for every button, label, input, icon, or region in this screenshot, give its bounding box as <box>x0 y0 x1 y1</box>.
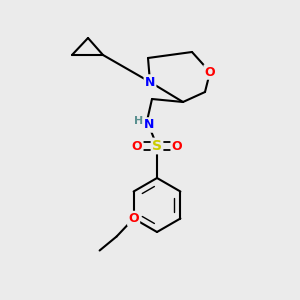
Text: O: O <box>132 140 142 152</box>
Text: S: S <box>152 139 162 153</box>
Text: N: N <box>144 118 154 131</box>
Text: N: N <box>145 76 155 88</box>
Text: O: O <box>172 140 182 152</box>
Text: O: O <box>128 212 139 225</box>
Text: H: H <box>134 116 144 126</box>
Text: O: O <box>205 65 215 79</box>
